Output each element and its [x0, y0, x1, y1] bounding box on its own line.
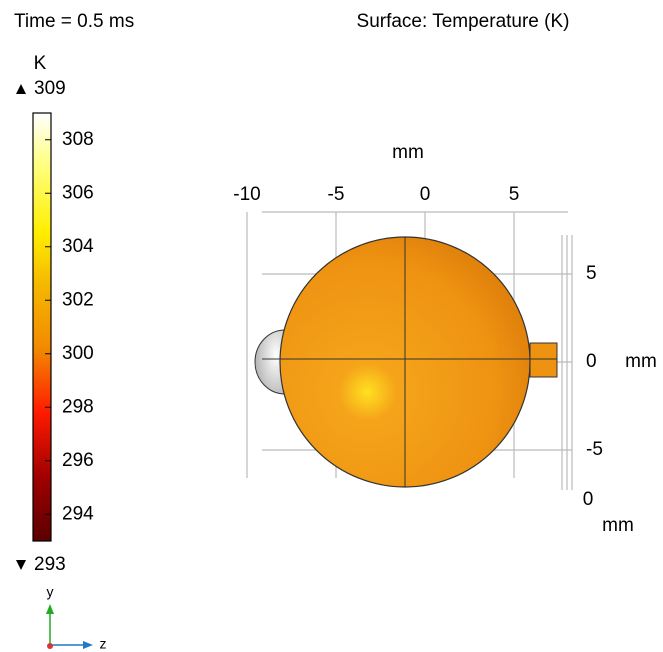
triad: y z — [46, 584, 107, 652]
x-axis-label: mm — [392, 142, 424, 163]
time-label: Time = 0.5 ms — [14, 11, 134, 32]
max-marker — [16, 84, 26, 94]
colorbar-tick-label: 300 — [62, 343, 94, 364]
colorbar-tick-label: 306 — [62, 182, 94, 203]
colorbar-max: 309 — [34, 78, 66, 99]
triad-z: z — [100, 636, 107, 652]
colorbar-tick-label: 308 — [62, 129, 94, 150]
z-arrowhead — [83, 641, 93, 649]
colorbar-tick-label: 296 — [62, 450, 94, 471]
x-tick-label: -5 — [328, 184, 345, 205]
colorbar — [33, 113, 51, 541]
y-tick-label: 5 — [586, 263, 597, 284]
plot: Time = 0.5 ms Surface: Temperature (K) K… — [0, 0, 663, 652]
colorbar-unit: K — [34, 53, 47, 74]
z-axis-label: mm — [602, 515, 634, 536]
x-arrow — [47, 643, 53, 649]
triad-y: y — [47, 584, 54, 600]
colorbar-tick-label: 304 — [62, 236, 94, 257]
y-arrowhead — [46, 604, 54, 614]
y-tick-label: 0 — [586, 351, 597, 372]
x-tick-label: -10 — [233, 184, 260, 205]
y-tick-label: -5 — [586, 439, 603, 460]
x-tick-label: 5 — [509, 184, 520, 205]
z-tick-label: 0 — [583, 489, 594, 510]
colorbar-tick-label: 298 — [62, 396, 94, 417]
x-tick-label: 0 — [420, 184, 431, 205]
title: Surface: Temperature (K) — [357, 11, 570, 32]
min-marker — [16, 560, 26, 570]
colorbar-tick-label: 294 — [62, 503, 94, 524]
colorbar-tick-label: 302 — [62, 289, 94, 310]
colorbar-min: 293 — [34, 554, 66, 575]
y-axis-label: mm — [625, 351, 657, 372]
cylinder — [530, 343, 557, 377]
